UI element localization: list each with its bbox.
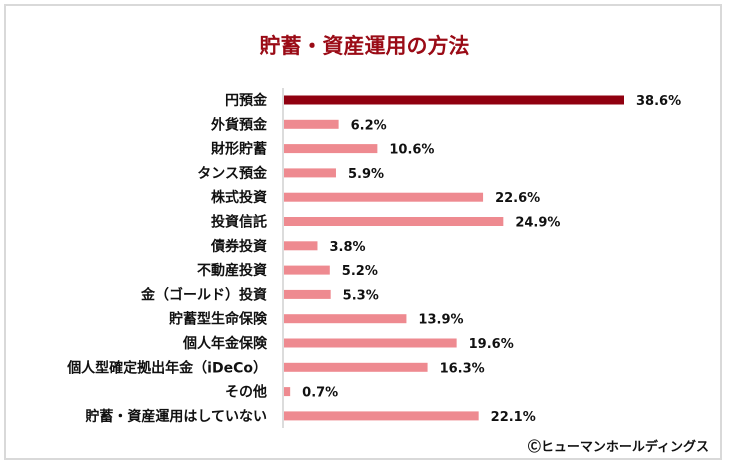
- value-label: 0.7%: [302, 386, 338, 401]
- bar: [284, 241, 318, 251]
- bar: [284, 338, 457, 348]
- value-label: 10.6%: [389, 143, 434, 158]
- category-label: 個人年金保険: [182, 335, 268, 352]
- bar: [284, 314, 407, 324]
- category-label: 貯蓄・資産運用はしていない: [85, 408, 267, 425]
- bar: [284, 362, 428, 372]
- value-label: 19.6%: [469, 337, 514, 352]
- bar: [284, 217, 504, 226]
- bar: [284, 144, 378, 154]
- bar: [284, 265, 330, 275]
- value-label: 5.9%: [348, 167, 384, 182]
- category-label: 個人型確定拠出年金（iDeCo）: [66, 359, 267, 376]
- category-label: 貯蓄型生命保険: [169, 311, 268, 328]
- category-label: 金（ゴールド）投資: [140, 286, 267, 303]
- value-label: 22.1%: [491, 410, 536, 425]
- bar: [284, 192, 484, 202]
- value-label: 3.8%: [329, 240, 365, 255]
- bar: [284, 168, 336, 178]
- category-label: タンス預金: [197, 165, 268, 182]
- category-label: 投資信託: [211, 214, 267, 231]
- value-label: 22.6%: [495, 191, 540, 206]
- bar: [284, 387, 291, 397]
- category-label: 財形貯蓄: [210, 141, 267, 158]
- category-label: 外貨預金: [211, 116, 268, 133]
- bar: [284, 119, 339, 129]
- value-label: 5.3%: [343, 288, 379, 303]
- chart-title: 貯蓄・資産運用の方法: [259, 34, 470, 58]
- value-label: 16.3%: [440, 361, 485, 376]
- category-label: 円預金: [225, 92, 268, 109]
- value-label: 6.2%: [351, 118, 387, 133]
- bar: [284, 411, 479, 421]
- chart-frame: [4, 4, 722, 460]
- value-label: 13.9%: [418, 313, 463, 328]
- value-label: 38.6%: [636, 94, 681, 109]
- bar: [284, 289, 331, 299]
- copyright-credit: Ⓒヒューマンホールディングス: [527, 440, 709, 455]
- value-label: 5.2%: [342, 264, 378, 279]
- value-label: 24.9%: [515, 216, 560, 231]
- bar: [284, 95, 624, 105]
- category-label: 債券投資: [210, 238, 267, 255]
- category-label: その他: [225, 384, 267, 401]
- category-label: 株式投資: [211, 189, 267, 206]
- category-label: 不動産投資: [197, 262, 267, 279]
